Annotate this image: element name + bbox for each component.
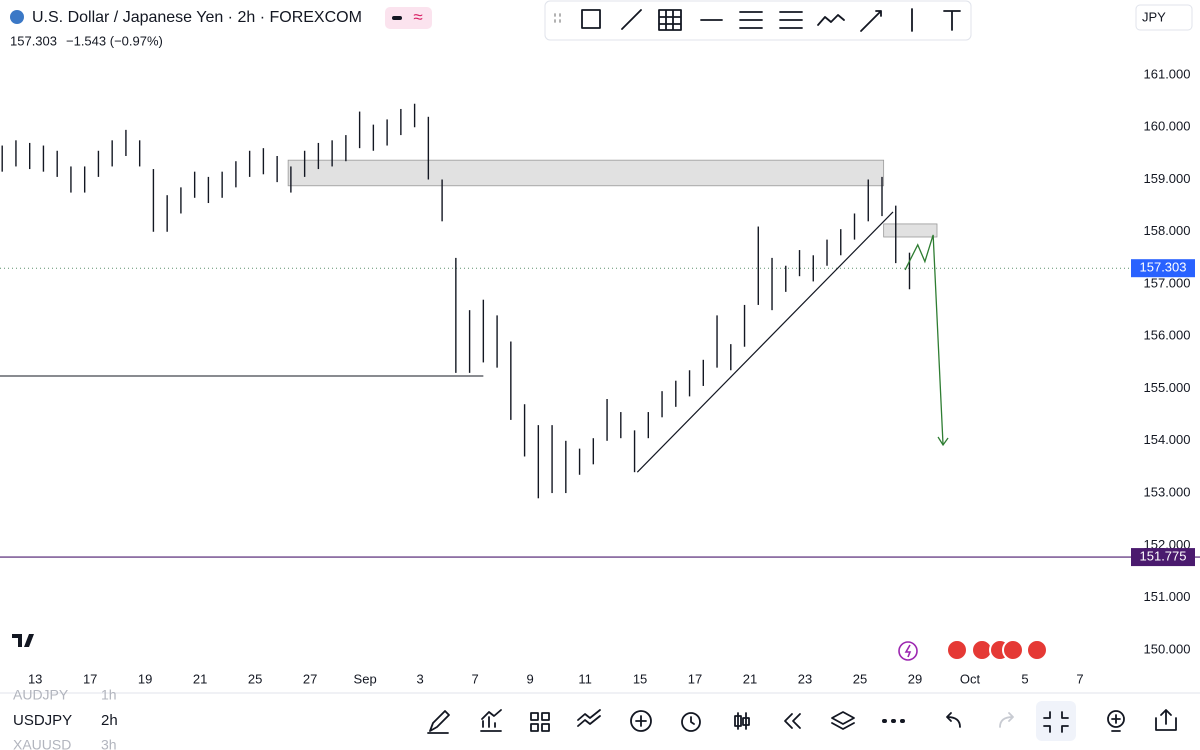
watch-symbol[interactable]: USDJPY (13, 712, 72, 729)
indicator-button[interactable] (480, 709, 502, 732)
arrow-tool[interactable] (860, 10, 882, 32)
x-tick-label: Sep (354, 671, 377, 686)
flag[interactable] (946, 639, 968, 661)
currency-button[interactable] (1135, 4, 1193, 31)
y-tick-label: 154.000 (1144, 432, 1191, 447)
last-price-badge-label: 157.303 (1140, 260, 1187, 275)
plot-area: 150.000 151.000 152.000 153.000 154.000 155.0… (0, 66, 1200, 686)
x-tick-label: 5 (1021, 671, 1028, 686)
zone (287, 159, 885, 187)
y-tick-label: 151.000 (1144, 589, 1191, 604)
alert-button[interactable] (681, 712, 701, 732)
flag-icon (10, 10, 24, 24)
watch-interval: 1h (101, 687, 117, 703)
x-tick-label: 17 (83, 671, 97, 686)
draw-button[interactable] (427, 710, 450, 734)
logo (12, 634, 34, 647)
x-tick-label: 3 (416, 671, 423, 686)
zone (883, 223, 938, 238)
replay-button[interactable] (784, 713, 801, 729)
symbol-title[interactable]: U.S. Dollar / Japanese Yen · 2h · FOREXC… (32, 9, 362, 26)
currency-label: JPY (1142, 9, 1166, 24)
last-price: 157.303 (10, 33, 57, 48)
y-tick-label: 155.000 (1144, 380, 1191, 395)
news-flags[interactable] (946, 639, 1048, 661)
x-tick-label: 21 (193, 671, 207, 686)
share-button[interactable] (1155, 709, 1177, 731)
ideas-button[interactable] (1107, 710, 1125, 728)
trend-tool[interactable] (621, 9, 642, 30)
watch-symbol[interactable]: AUDJPY (13, 687, 69, 703)
fullscreen-bg[interactable] (1036, 701, 1076, 741)
layers-button[interactable] (831, 711, 855, 730)
path-tool[interactable] (817, 14, 845, 26)
x-tick-label: 13 (28, 671, 42, 686)
x-tick-label: 23 (798, 671, 812, 686)
x-tick-label: 27 (303, 671, 317, 686)
y-tick-label: 150.000 (1144, 641, 1191, 656)
x-tick-label: 15 (633, 671, 647, 686)
x-tick-label: 29 (908, 671, 922, 686)
event-icon[interactable] (898, 641, 918, 661)
badge-dash (392, 16, 402, 20)
trendline (636, 211, 894, 473)
pitch-tool[interactable] (779, 11, 803, 29)
watch-symbol[interactable]: XAUUSD (13, 737, 71, 750)
x-tick-label: 9 (526, 671, 533, 686)
last-price-badge (1131, 259, 1195, 278)
y-tick-label: 152.000 (1144, 537, 1191, 552)
x-tick-label: 21 (743, 671, 757, 686)
price-change: −1.543 (−0.97%) (66, 33, 163, 48)
watch-interval: 3h (101, 737, 117, 750)
parallel-tool[interactable] (739, 11, 763, 29)
layout-button[interactable] (530, 712, 550, 732)
redo-button[interactable] (999, 712, 1014, 728)
undo-button[interactable] (946, 712, 961, 728)
status-badge[interactable] (385, 7, 432, 29)
event-bolt (904, 644, 912, 658)
y-tick-label: 160.000 (1144, 119, 1191, 134)
x-tick-label: 25 (853, 671, 867, 686)
y-tick-label: 157.000 (1144, 275, 1191, 290)
bottom-toolbar (427, 701, 1177, 741)
text-tool[interactable] (943, 10, 961, 31)
y-tick-label: 158.000 (1144, 223, 1191, 238)
flag[interactable] (1002, 639, 1024, 661)
y-tick-label: 159.000 (1144, 171, 1191, 186)
x-tick-label: 17 (688, 671, 702, 686)
x-tick-label: 7 (471, 671, 478, 686)
compare-button[interactable] (577, 709, 601, 727)
add-button[interactable] (630, 710, 652, 732)
level-badge (1131, 548, 1195, 567)
x-tick-label: 19 (138, 671, 152, 686)
projection-arrowhead (937, 436, 949, 447)
x-tick-label: 7 (1076, 671, 1083, 686)
x-tick-label: 11 (578, 671, 592, 686)
drawing-tools (554, 8, 961, 32)
x-tick-label: 25 (248, 671, 262, 686)
y-tick-label: 156.000 (1144, 328, 1191, 343)
watch-interval: 2h (101, 712, 118, 729)
rect-tool[interactable] (581, 9, 601, 29)
projection-path (904, 234, 944, 446)
y-tick-label: 153.000 (1144, 485, 1191, 500)
level-badge-label: 151.775 (1140, 549, 1187, 564)
y-tick-label: 161.000 (1144, 66, 1191, 81)
flag[interactable] (1026, 639, 1048, 661)
x-tick-label: Oct (960, 671, 981, 686)
badge-wave: ≈ (413, 7, 422, 26)
bars-button[interactable] (734, 712, 750, 730)
fib-tool[interactable] (658, 9, 682, 31)
